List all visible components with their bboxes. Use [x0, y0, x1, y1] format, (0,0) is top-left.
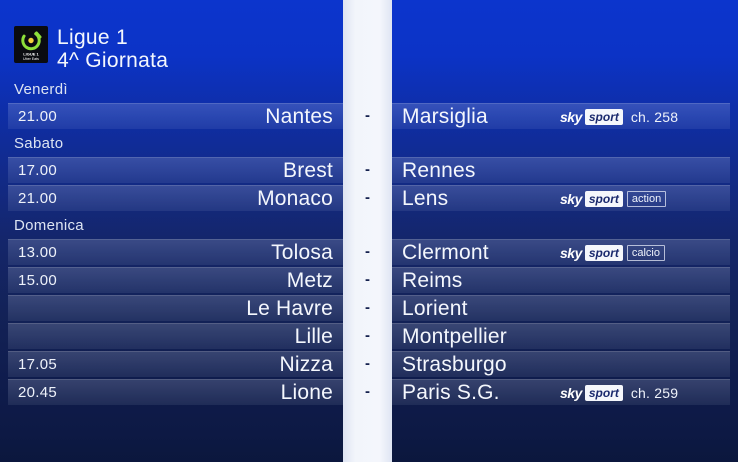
home-cell: 17.00 Brest — [8, 157, 343, 183]
match-time: 21.00 — [18, 190, 58, 207]
match-time: 21.00 — [18, 108, 58, 125]
sky-feed-box: calcio — [626, 244, 665, 261]
sky-sport-box: sport — [584, 108, 623, 125]
home-cell: Le Havre — [8, 295, 343, 321]
match-row: 17.00 Brest - Rennes — [0, 157, 738, 183]
separator-cell: - — [343, 351, 392, 377]
match-row: 21.00 Nantes - Marsiglia sky sport ch. 258 — [0, 103, 738, 129]
sky-feed-box: action — [626, 190, 667, 207]
sky-sport-badge: sky sport ch. 258 — [560, 104, 678, 129]
logo-competition-text: LIGUE 1 — [23, 52, 39, 57]
away-team-name: Rennes — [402, 158, 476, 182]
channel-number: ch. 258 — [630, 108, 679, 125]
match-row: 21.00 Monaco - Lens sky sport action — [0, 185, 738, 211]
away-team-name: Paris S.G. — [402, 380, 500, 404]
separator-cell: - — [343, 157, 392, 183]
away-cell: Reims — [392, 267, 730, 293]
match-time: 20.45 — [18, 384, 58, 401]
away-cell: Strasburgo — [392, 351, 730, 377]
match-time: 13.00 — [18, 244, 58, 261]
home-team-name: Brest — [282, 158, 333, 182]
sky-logo: sky — [560, 244, 582, 261]
separator-cell: - — [343, 185, 392, 211]
away-cell: Montpellier — [392, 323, 730, 349]
away-team-name: Strasburgo — [402, 352, 507, 376]
separator-cell: - — [343, 239, 392, 265]
sky-sport-box: sport — [584, 384, 623, 401]
match-row: Lille - Montpellier — [0, 323, 738, 349]
separator-cell: - — [343, 323, 392, 349]
match-time: 17.05 — [18, 356, 58, 373]
header: LIGUE 1 Uber Eats Ligue 1 4^ Giornata — [14, 26, 168, 72]
home-cell: 20.45 Lione — [8, 379, 343, 405]
sky-sport-badge: sky sport action — [560, 186, 667, 211]
separator-cell: - — [343, 267, 392, 293]
home-team-name: Lille — [294, 324, 333, 348]
sky-sport-badge: sky sport ch. 259 — [560, 380, 678, 405]
home-team-name: Monaco — [257, 186, 333, 210]
home-cell: 21.00 Monaco — [8, 185, 343, 211]
day-label: Sabato — [14, 135, 64, 152]
separator-dash: - — [365, 383, 370, 400]
home-cell: 15.00 Metz — [8, 267, 343, 293]
sky-logo: sky — [560, 190, 582, 207]
away-cell: Lorient — [392, 295, 730, 321]
away-team-name: Lens — [402, 186, 449, 210]
match-row: Le Havre - Lorient — [0, 295, 738, 321]
home-cell: Lille — [8, 323, 343, 349]
home-team-name: Tolosa — [271, 240, 333, 264]
separator-dash: - — [365, 327, 370, 344]
separator-cell: - — [343, 103, 392, 129]
away-team-name: Marsiglia — [402, 104, 488, 128]
league-title: Ligue 1 — [57, 26, 128, 49]
separator-dash: - — [365, 107, 370, 124]
day-label: Venerdì — [14, 81, 68, 98]
away-team-name: Lorient — [402, 296, 468, 320]
match-row: 20.45 Lione - Paris S.G. sky sport ch. 259 — [0, 379, 738, 405]
home-team-name: Nizza — [279, 352, 333, 376]
separator-cell: - — [343, 295, 392, 321]
separator-dash: - — [365, 189, 370, 206]
separator-cell: - — [343, 379, 392, 405]
header-text: Ligue 1 4^ Giornata — [57, 26, 168, 72]
match-row: 13.00 Tolosa - Clermont sky sport calcio — [0, 239, 738, 265]
home-cell: 21.00 Nantes — [8, 103, 343, 129]
logo-sponsor-text: Uber Eats — [23, 57, 39, 61]
vertical-divider-strip — [343, 0, 392, 462]
home-team-name: Lione — [280, 380, 333, 404]
away-cell: Rennes — [392, 157, 730, 183]
home-cell: 13.00 Tolosa — [8, 239, 343, 265]
sky-sport-box: sport — [584, 244, 623, 261]
separator-dash: - — [365, 243, 370, 260]
separator-dash: - — [365, 161, 370, 178]
home-cell: 17.05 Nizza — [8, 351, 343, 377]
away-cell: Marsiglia sky sport ch. 258 — [392, 103, 730, 129]
ligue1-uber-eats-logo: LIGUE 1 Uber Eats — [14, 26, 48, 63]
match-time: 17.00 — [18, 162, 58, 179]
channel-number: ch. 259 — [630, 384, 679, 401]
home-team-name: Le Havre — [246, 296, 333, 320]
match-row: 15.00 Metz - Reims — [0, 267, 738, 293]
away-team-name: Montpellier — [402, 324, 507, 348]
day-label: Domenica — [14, 217, 84, 234]
away-cell: Lens sky sport action — [392, 185, 730, 211]
separator-dash: - — [365, 271, 370, 288]
match-row: 17.05 Nizza - Strasburgo — [0, 351, 738, 377]
away-team-name: Clermont — [402, 240, 489, 264]
away-cell: Paris S.G. sky sport ch. 259 — [392, 379, 730, 405]
separator-dash: - — [365, 355, 370, 372]
round-subtitle: 4^ Giornata — [57, 49, 169, 72]
separator-dash: - — [365, 299, 370, 316]
home-team-name: Metz — [286, 268, 333, 292]
match-time: 15.00 — [18, 272, 58, 289]
sky-logo: sky — [560, 384, 582, 401]
sky-sport-badge: sky sport calcio — [560, 240, 665, 265]
sky-logo: sky — [560, 108, 582, 125]
schedule-rows: Venerdì 21.00 Nantes - Marsiglia sky sport ch. … — [0, 77, 738, 407]
home-team-name: Nantes — [265, 104, 333, 128]
sky-sport-box: sport — [584, 190, 623, 207]
away-team-name: Reims — [402, 268, 463, 292]
away-cell: Clermont sky sport calcio — [392, 239, 730, 265]
